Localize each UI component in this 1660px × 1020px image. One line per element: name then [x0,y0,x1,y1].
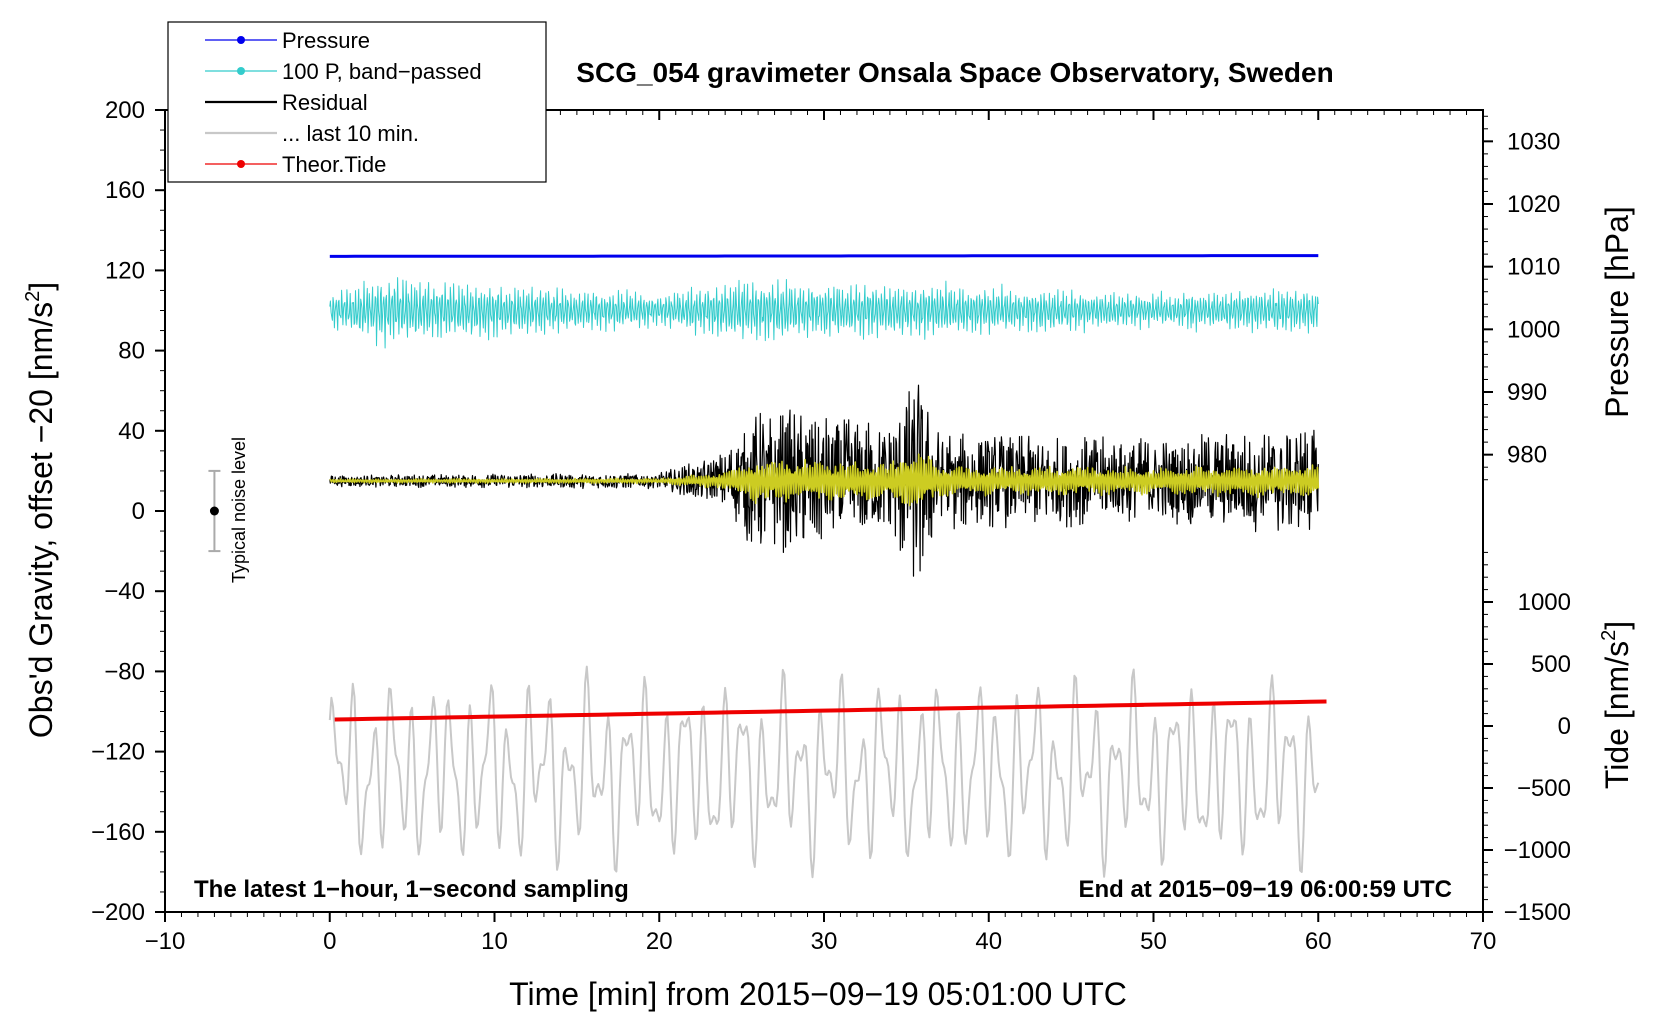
pressure-axis-label: Pressure [hPa] [1599,206,1635,418]
x-tick-label-1: 0 [323,928,336,955]
pressure-tick-label-4: 990 [1507,379,1547,406]
legend: Pressure 100 P, band−passed Residual ...… [167,21,547,183]
pressure-tick-label-5: 980 [1507,442,1547,469]
legend-item-tide: Theor.Tide [205,152,386,177]
pressure-tick-label-0: 1030 [1507,128,1560,155]
legend-label-last10: ... last 10 min. [282,121,419,146]
theoretical-tide-line [334,699,1327,722]
legend-dot-bandpassed [237,67,245,75]
y-axis-label-sup: 2 [22,291,44,302]
y-axis-label-close: ] [23,282,59,291]
y-axis-label-main: Obs'd Gravity, offset −20 [nm/s [23,302,59,738]
last-10-min-line [328,665,1320,879]
tide-tick-label-1: 500 [1531,651,1571,678]
legend-label-residual: Residual [282,90,368,115]
legend-label-bandpassed: 100 P, band−passed [282,59,482,84]
tide-tick-label-0: 1000 [1518,589,1571,616]
pressure-tick-label-3: 1000 [1507,316,1560,343]
x-tick-label-7: 60 [1305,928,1332,955]
y-tick-label-2: 120 [105,257,145,284]
legend-label-tide: Theor.Tide [282,152,386,177]
sampling-annotation: The latest 1−hour, 1−second sampling [194,876,629,903]
x-tick-label-3: 20 [646,928,673,955]
x-tick-label-0: −10 [145,928,186,955]
axis-ticks: −10 0 10 20 30 40 50 60 7020016012080400−40−80−1… [91,97,1571,955]
tide-axis-label-close: ] [1599,621,1635,630]
y-tick-label-1: 160 [105,177,145,204]
pressure-line [329,254,1319,258]
y-tick-label-5: 0 [132,498,145,525]
pressure-tick-label-1: 1020 [1507,191,1560,218]
x-tick-label-8: 70 [1470,928,1497,955]
legend-item-residual: Residual [205,90,368,115]
end-time-annotation: End at 2015−09−19 06:00:59 UTC [1078,876,1452,903]
plot-frame [164,109,1484,913]
legend-item-pressure: Pressure [205,28,370,53]
y-tick-label-8: −120 [91,739,145,766]
y-tick-label-10: −200 [91,899,145,926]
tide-axis-label-main: Tide [nm/s [1599,641,1635,789]
tide-tick-label-2: 0 [1558,713,1571,740]
data-series [328,254,1327,879]
tide-axis-label: Tide [nm/s2] [1598,621,1635,789]
y-tick-label-7: −80 [104,658,145,685]
y-tick-label-4: 40 [118,418,145,445]
legend-item-last10: ... last 10 min. [205,121,419,146]
tide-tick-label-3: −500 [1517,775,1571,802]
legend-label-pressure: Pressure [282,28,370,53]
tide-tick-label-4: −1000 [1504,837,1571,864]
noise-level-marker [208,469,221,553]
chart-title: SCG_054 gravimeter Onsala Space Observat… [576,57,1333,88]
noise-level-dot [209,506,219,516]
pressure-tick-label-2: 1010 [1507,254,1560,281]
noise-level-label: Typical noise level [229,437,249,583]
y-tick-label-9: −160 [91,819,145,846]
x-tick-label-5: 40 [975,928,1002,955]
legend-dot-tide [237,160,245,168]
x-axis-label: Time [min] from 2015−09−19 05:01:00 UTC [509,976,1127,1012]
legend-item-bandpassed: 100 P, band−passed [205,59,482,84]
y-axis-label: Obs'd Gravity, offset −20 [nm/s2] [22,282,59,738]
y-tick-label-0: 200 [105,97,145,124]
x-tick-label-2: 10 [481,928,508,955]
x-tick-label-4: 30 [811,928,838,955]
tide-tick-label-5: −1500 [1504,899,1571,926]
legend-dot-pressure [237,36,245,44]
tide-axis-label-sup: 2 [1598,630,1620,641]
bandpassed-pressure-line [329,277,1319,349]
y-tick-label-3: 80 [118,338,145,365]
y-tick-label-6: −40 [104,578,145,605]
x-tick-label-6: 50 [1140,928,1167,955]
residual-smoothed-line [329,453,1320,507]
